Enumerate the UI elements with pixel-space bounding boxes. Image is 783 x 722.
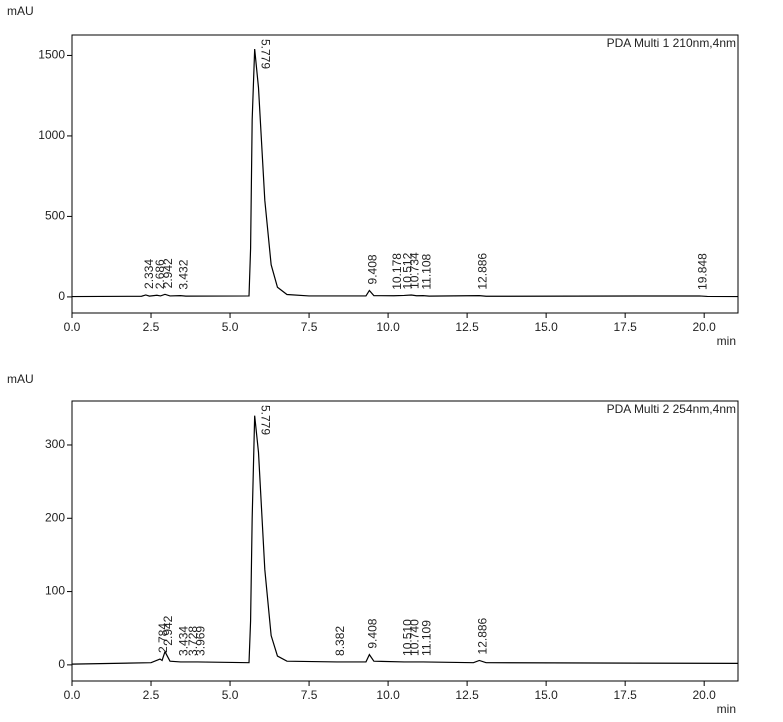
y-axis-label: mAU [7, 372, 34, 386]
x-tick-label: 17.5 [613, 320, 637, 334]
y-tick-label: 1500 [38, 48, 65, 62]
y-tick-label: 200 [45, 510, 65, 524]
peak-label: 3.969 [194, 626, 208, 656]
y-tick-label: 0 [58, 657, 65, 671]
annotation: PDA Multi 2 254nm,4nm [607, 402, 736, 416]
x-tick-label: 0.0 [64, 688, 81, 702]
peak-label: 2.942 [161, 615, 175, 645]
x-tick-label: 15.0 [534, 688, 558, 702]
x-tick-label: 5.0 [222, 688, 239, 702]
y-axis-label: mAU [7, 4, 34, 18]
x-tick-label: 2.5 [143, 320, 160, 334]
plot-frame [71, 400, 739, 682]
x-tick-label: 12.5 [455, 320, 479, 334]
peak-label: 11.109 [419, 620, 433, 656]
peak-label: 10.178 [390, 253, 404, 290]
x-tick-label: 17.5 [613, 688, 637, 702]
y-tick-label: 500 [45, 209, 65, 223]
peak-label: 5.779 [258, 39, 272, 69]
peak-label: 2.942 [161, 258, 175, 288]
trace [71, 48, 739, 298]
x-tick-label: 20.0 [692, 688, 716, 702]
peak-label: 11.108 [419, 253, 433, 289]
x-tick-label: 7.5 [301, 688, 318, 702]
peak-label: 10.740 [408, 619, 422, 656]
peak-label: 12.886 [475, 253, 489, 290]
y-tick-label: 0 [58, 289, 65, 303]
peak-label: 19.848 [696, 253, 710, 290]
x-tick-label: 15.0 [534, 320, 558, 334]
peak-label: 9.408 [366, 618, 380, 648]
trace [71, 415, 739, 665]
peak-label: 8.382 [333, 626, 347, 656]
x-tick-label: 10.0 [376, 688, 400, 702]
peak-label: 2.686 [153, 259, 167, 289]
peak-label: 12.886 [475, 617, 489, 654]
x-tick-label: 5.0 [222, 320, 239, 334]
peak-label: 3.434 [177, 626, 191, 656]
peak-label: 5.779 [258, 405, 272, 435]
annotation: PDA Multi 1 210nm,4nm [607, 36, 736, 50]
y-tick-label: 300 [45, 437, 65, 451]
x-tick-label: 12.5 [455, 688, 479, 702]
peak-label: 10.734 [407, 252, 421, 289]
peak-label: 10.510 [400, 619, 414, 656]
peak-label: 2.334 [142, 259, 156, 289]
peak-label: 9.408 [366, 254, 380, 284]
y-tick-label: 1000 [38, 128, 65, 142]
x-tick-label: 10.0 [376, 320, 400, 334]
peak-label: 2.784 [156, 623, 170, 653]
plot-frame [71, 34, 739, 314]
x-axis-label: min [717, 334, 736, 348]
x-tick-label: 2.5 [143, 688, 160, 702]
x-tick-label: 20.0 [692, 320, 716, 334]
x-tick-label: 0.0 [64, 320, 81, 334]
x-axis-label: min [717, 702, 736, 716]
x-tick-label: 7.5 [301, 320, 318, 334]
peak-label: 10.512 [400, 252, 414, 289]
peak-label: 3.728 [186, 626, 200, 656]
peak-label: 3.432 [177, 259, 191, 289]
y-tick-label: 100 [45, 584, 65, 598]
